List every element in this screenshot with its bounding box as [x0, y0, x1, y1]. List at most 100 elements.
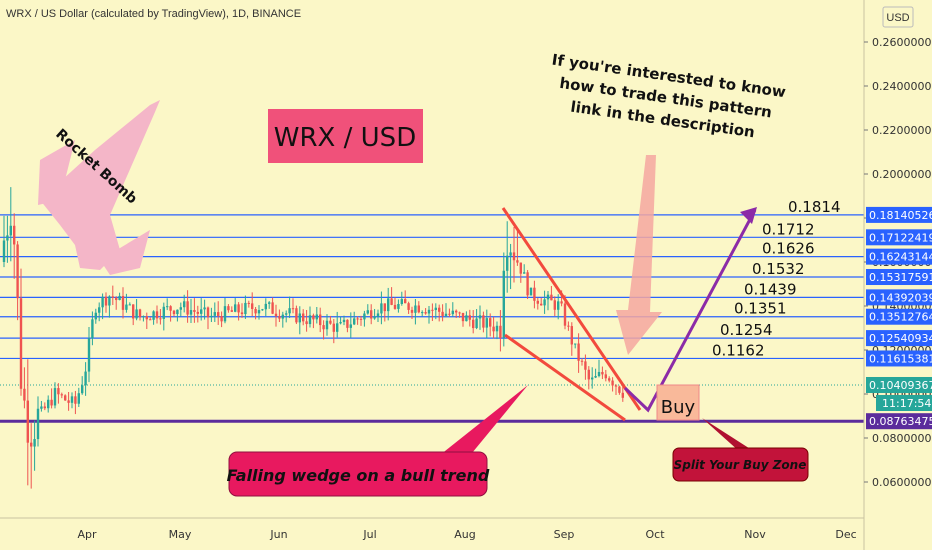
candle-body: [288, 308, 291, 314]
level-annotation: 0.1162: [712, 341, 765, 359]
candle-body: [574, 343, 577, 345]
wedge-callout-label: Falling wedge on a bull trend: [227, 466, 490, 485]
candle-body: [220, 316, 223, 322]
candle-body: [570, 326, 573, 345]
candle-body: [604, 374, 607, 379]
candle-body: [499, 325, 502, 339]
candle-body: [441, 311, 444, 316]
candle-body: [458, 312, 461, 314]
candle-body: [329, 320, 332, 324]
currency-button-label[interactable]: USD: [886, 12, 909, 24]
level-annotation: 0.1814: [788, 198, 841, 216]
candle-body: [274, 313, 278, 317]
candle-body: [444, 313, 448, 316]
candle-body: [234, 304, 237, 312]
candle-body: [587, 369, 590, 380]
candle-body: [302, 313, 305, 322]
candle-body: [332, 323, 335, 332]
candle-body: [434, 307, 437, 311]
candle-body: [543, 299, 546, 306]
level-annotation: 0.1626: [762, 240, 815, 258]
candle-body: [203, 307, 206, 310]
title-box: [268, 109, 423, 163]
level-annotation: 0.1532: [752, 260, 805, 278]
candle-body: [298, 313, 301, 323]
candle-body: [23, 388, 26, 401]
candle-body: [77, 393, 80, 404]
candle-body: [512, 252, 516, 261]
buy-label: Buy: [661, 397, 696, 418]
y-tick-label: 0.24000000: [872, 80, 932, 93]
wedge-callout-pointer: [440, 385, 528, 470]
candle-body: [475, 318, 478, 329]
candle-body: [193, 310, 196, 312]
rocket-illustration: [38, 100, 160, 275]
candle-body: [404, 299, 407, 304]
candle-body: [353, 318, 356, 325]
candle-body: [43, 406, 46, 409]
candle-body: [64, 395, 67, 401]
level-annotation: 0.1351: [734, 300, 787, 318]
candle-body: [26, 400, 29, 443]
candle-body: [523, 272, 526, 274]
candle-body: [30, 442, 33, 447]
candle-body: [261, 309, 264, 311]
time-axis-ticks[interactable]: Apr May Jun Jul Aug Sep Oct Nov Dec: [77, 528, 856, 541]
y-tick-label: 0.22000000: [872, 124, 932, 137]
candle-body: [179, 307, 182, 310]
x-tick-label: Aug: [454, 528, 475, 541]
candle-body: [308, 315, 312, 325]
candle-body: [142, 316, 145, 318]
x-tick-label: Jun: [269, 528, 287, 541]
split-callout-box: [672, 447, 809, 482]
candle-body: [47, 399, 50, 409]
candle-body: [251, 303, 254, 309]
candle-body: [319, 314, 322, 326]
candle-body: [492, 326, 495, 332]
projection-path: [623, 209, 757, 413]
candle-body: [553, 300, 556, 310]
candle-body: [305, 321, 308, 325]
candle-body: [94, 312, 97, 320]
candle-body: [244, 302, 247, 315]
candle-body: [597, 371, 601, 377]
candle-body: [376, 313, 380, 317]
candle-body: [387, 298, 390, 312]
price-level-tags: 0.18140526 0.17122419 0.16243144 0.15317591…: [866, 206, 932, 430]
candle-body: [70, 396, 74, 403]
candle-body: [506, 255, 509, 271]
candle-body: [431, 309, 434, 311]
candle-body: [557, 301, 560, 310]
price-level-tag-label: 0.13512764: [869, 311, 932, 324]
candle-body: [618, 386, 621, 393]
candle-body: [104, 296, 108, 306]
countdown-tag-label: 11:17:54: [882, 397, 931, 410]
candle-body: [516, 260, 519, 263]
candle-body: [400, 299, 403, 304]
split-callout-pointer: [702, 418, 755, 452]
candle-body: [271, 302, 274, 314]
candle-body: [40, 406, 43, 409]
candle-body: [315, 314, 318, 320]
x-tick-label: May: [169, 528, 192, 541]
candle-body: [550, 294, 553, 301]
candle-body: [407, 303, 410, 310]
price-level-tag: [866, 350, 932, 367]
candles: [2, 187, 624, 489]
candle-body: [410, 309, 414, 313]
price-level-tag-label: 0.17122419: [869, 231, 932, 244]
candle-body: [16, 244, 19, 299]
countdown-tag: [876, 394, 932, 411]
y-tick-label: 0.26000000: [872, 36, 932, 49]
candle-body: [519, 262, 522, 274]
currency-button[interactable]: [882, 6, 914, 28]
candle-body: [489, 318, 492, 327]
wedge-upper-line: [501, 207, 642, 411]
candle-body: [152, 311, 155, 320]
candle-body: [472, 319, 475, 329]
candle-body: [342, 319, 346, 323]
candle-body: [57, 388, 60, 395]
candle-body: [356, 318, 359, 320]
candle-body: [196, 311, 199, 314]
